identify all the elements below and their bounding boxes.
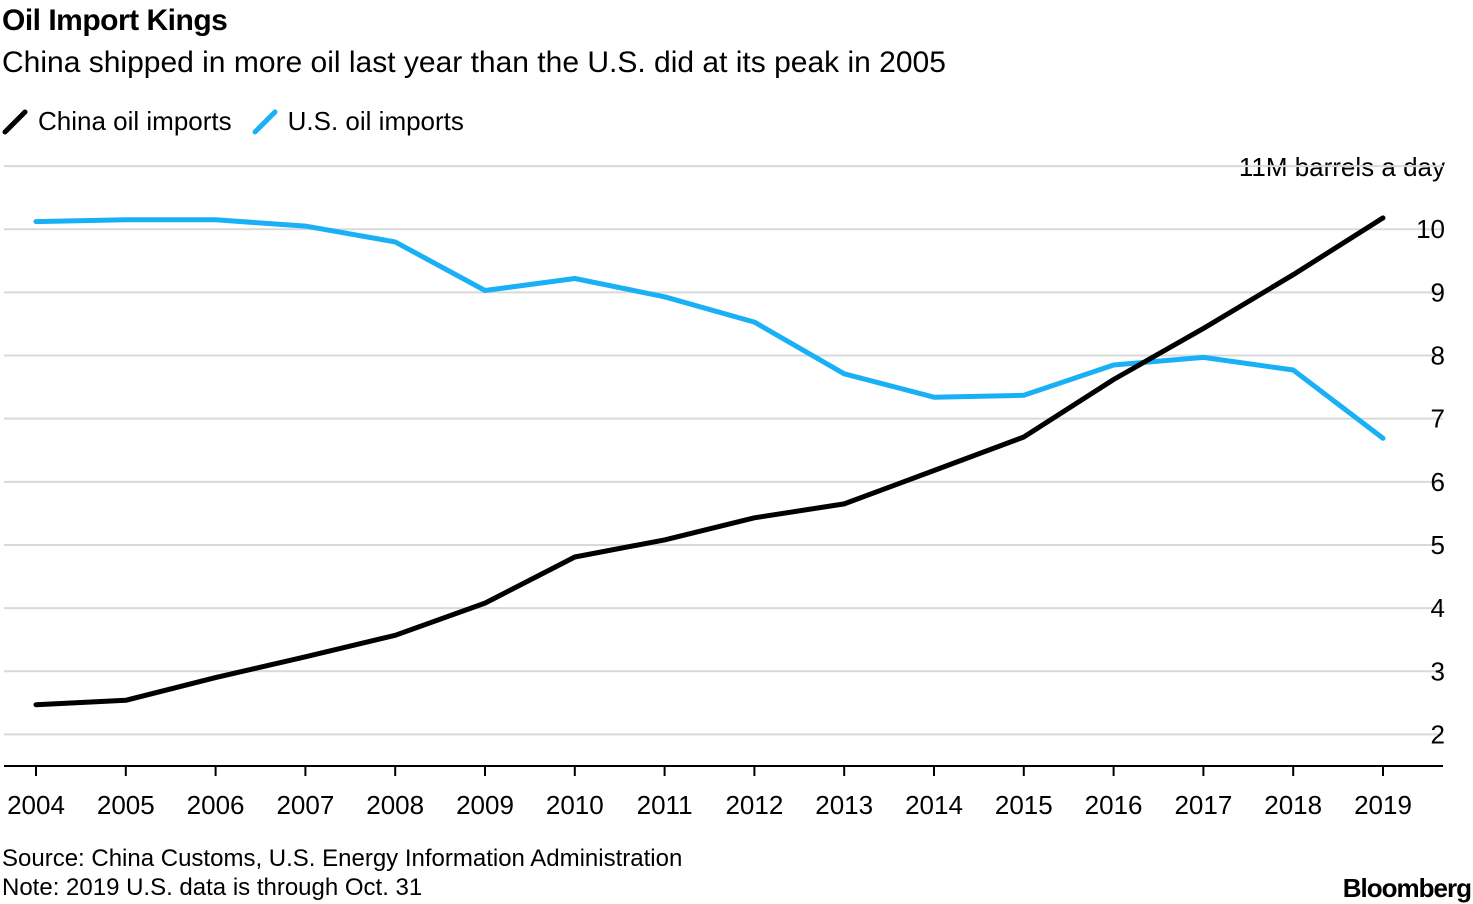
x-tick-label: 2009 — [456, 790, 514, 820]
x-tick-label: 2007 — [276, 790, 334, 820]
y-tick-label: 6 — [1431, 467, 1445, 497]
x-tick-label: 2013 — [815, 790, 873, 820]
series-line-us — [33, 217, 1386, 441]
x-tick-label: 2016 — [1085, 790, 1143, 820]
bloomberg-logo: Bloomberg — [1342, 873, 1472, 903]
x-tick-label: 2008 — [366, 790, 424, 820]
legend-item-china: China oil imports — [2, 106, 232, 137]
x-tick-label: 2004 — [7, 790, 65, 820]
x-tick-label: 2006 — [187, 790, 245, 820]
y-tick-label: 9 — [1431, 277, 1445, 307]
x-tick-label: 2017 — [1174, 790, 1232, 820]
axis-layer: 10 9 8 7 6 5 4 3 2 2004 2005 2006 2007 2008 2009 2010 20… — [4, 214, 1445, 820]
legend-swatch-us — [252, 109, 278, 134]
note-text: Note: 2019 U.S. data is through Oct. 31 — [2, 874, 423, 901]
legend-item-us: U.S. oil imports — [252, 106, 464, 137]
y-tick-label: 2 — [1431, 719, 1445, 749]
legend: China oil imports U.S. oil imports — [2, 106, 484, 137]
series-line-china — [33, 215, 1386, 708]
legend-label-us: U.S. oil imports — [287, 106, 464, 136]
x-tick-label: 2012 — [725, 790, 783, 820]
x-tick-label: 2015 — [995, 790, 1053, 820]
y-tick-label: 5 — [1431, 530, 1445, 560]
y-tick-label: 8 — [1431, 341, 1445, 371]
chart-title: Oil Import Kings — [2, 4, 228, 37]
chart-subtitle: China shipped in more oil last year than… — [2, 46, 946, 79]
x-tick-label: 2018 — [1264, 790, 1322, 820]
y-tick-label: 4 — [1431, 593, 1445, 623]
grid-layer — [4, 165, 1443, 736]
x-tick-label: 2011 — [637, 790, 693, 820]
legend-swatch-china — [2, 109, 28, 134]
series-layer — [33, 215, 1386, 708]
y-tick-label: 10 — [1416, 214, 1445, 244]
y-tick-label: 7 — [1431, 404, 1445, 434]
y-tick-label: 3 — [1431, 656, 1445, 686]
x-tick-label: 2005 — [97, 790, 155, 820]
source-text: Source: China Customs, U.S. Energy Infor… — [2, 845, 683, 872]
source-note: Source: China Customs, U.S. Energy Infor… — [2, 844, 682, 902]
x-tick-label: 2019 — [1354, 790, 1412, 820]
x-tick-label: 2014 — [905, 790, 963, 820]
x-tick-label: 2010 — [546, 790, 604, 820]
legend-label-china: China oil imports — [38, 106, 232, 136]
